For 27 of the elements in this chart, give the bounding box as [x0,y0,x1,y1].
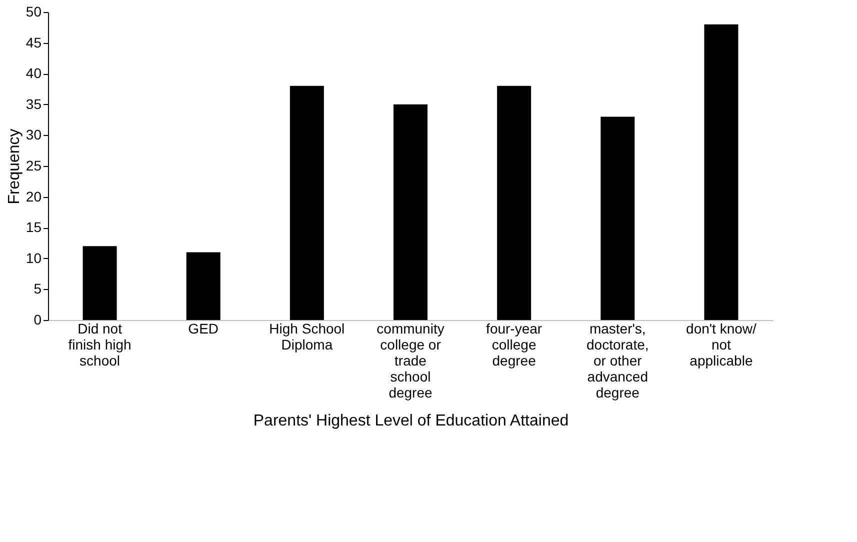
bar [394,104,428,320]
y-axis-title: Frequency [6,128,23,204]
x-tick-label: High School Diploma [269,320,345,352]
x-tick-label: community college or trade school degree [376,320,444,400]
y-tick-label: 5 [34,280,42,297]
y-tick-label: 20 [26,188,42,204]
x-axis-title: Parents' Highest Level of Education Attained [253,412,569,430]
y-tick-label: 50 [26,4,42,20]
y-tick-label: 35 [26,96,42,112]
x-tick-label: Did not finish high school [68,320,132,368]
bar [497,86,532,320]
y-tick-label: 45 [26,34,42,50]
y-tick-label: 15 [26,219,42,236]
bar [600,116,635,320]
x-tick-label: GED [188,320,219,336]
y-tick-label: 30 [26,126,42,143]
y-tick-label: 25 [26,158,42,174]
bar [82,246,117,320]
bar [704,24,738,320]
y-tick-label: 0 [34,312,42,328]
bar [290,86,324,320]
x-tick-label: don't know/ not applicable [686,320,757,368]
y-tick-label: 10 [26,250,42,266]
y-tick-label: 40 [26,65,42,82]
x-tick-label: master's, doctorate, or other advanced degree [586,320,649,400]
bar [186,252,220,320]
x-tick-label: four-year college degree [486,320,542,368]
